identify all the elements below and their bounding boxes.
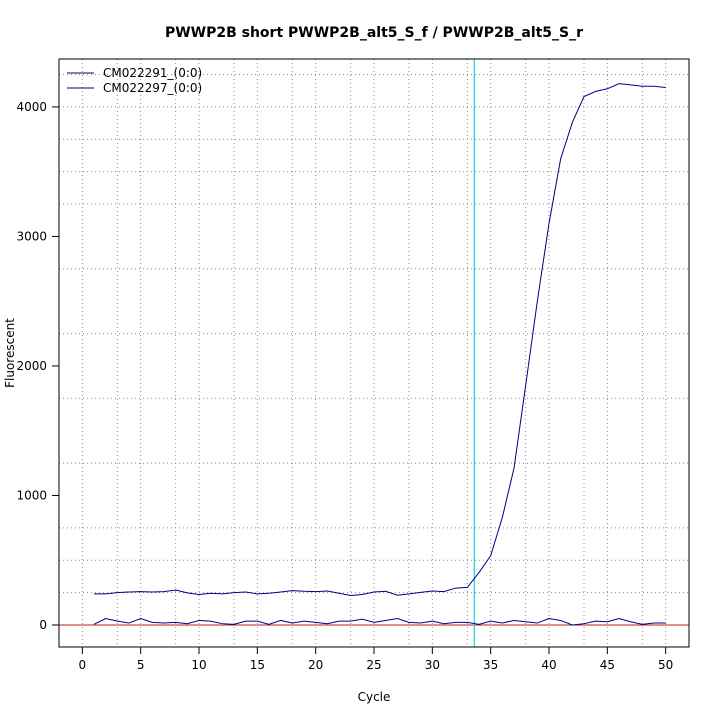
x-tick-label: 10 (191, 658, 206, 672)
y-axis: 0 1000 2000 3000 4000 (16, 100, 60, 632)
x-tick-label: 25 (366, 658, 381, 672)
x-tick-label: 0 (79, 658, 87, 672)
x-tick-label: 45 (600, 658, 615, 672)
x-axis-label: Cycle (358, 690, 391, 704)
series-line-2 (93, 617, 666, 626)
series-lines (93, 83, 666, 626)
x-tick-label: 15 (250, 658, 265, 672)
legend: CM022291_(0:0)CM022297_(0:0) (67, 66, 202, 95)
x-tick-label: 30 (425, 658, 440, 672)
y-tick-label: 1000 (16, 488, 47, 502)
grid (59, 59, 689, 647)
y-axis-label: Fluorescent (3, 318, 17, 388)
y-tick-label: 0 (39, 618, 47, 632)
legend-label: CM022291_(0:0) (103, 66, 202, 80)
x-tick-label: 50 (658, 658, 673, 672)
x-axis: 0 5 10 15 20 25 30 35 40 45 50 (79, 646, 673, 672)
y-tick-label: 4000 (16, 100, 47, 114)
legend-label: CM022297_(0:0) (103, 81, 202, 95)
x-tick-label: 20 (308, 658, 323, 672)
y-tick-label: 3000 (16, 229, 47, 243)
x-tick-label: 40 (541, 658, 556, 672)
series-line-1 (94, 83, 666, 596)
chart-title: PWWP2B short PWWP2B_alt5_S_f / PWWP2B_al… (165, 25, 583, 41)
y-tick-label: 2000 (16, 359, 47, 373)
x-tick-label: 35 (483, 658, 498, 672)
x-tick-label: 5 (137, 658, 145, 672)
